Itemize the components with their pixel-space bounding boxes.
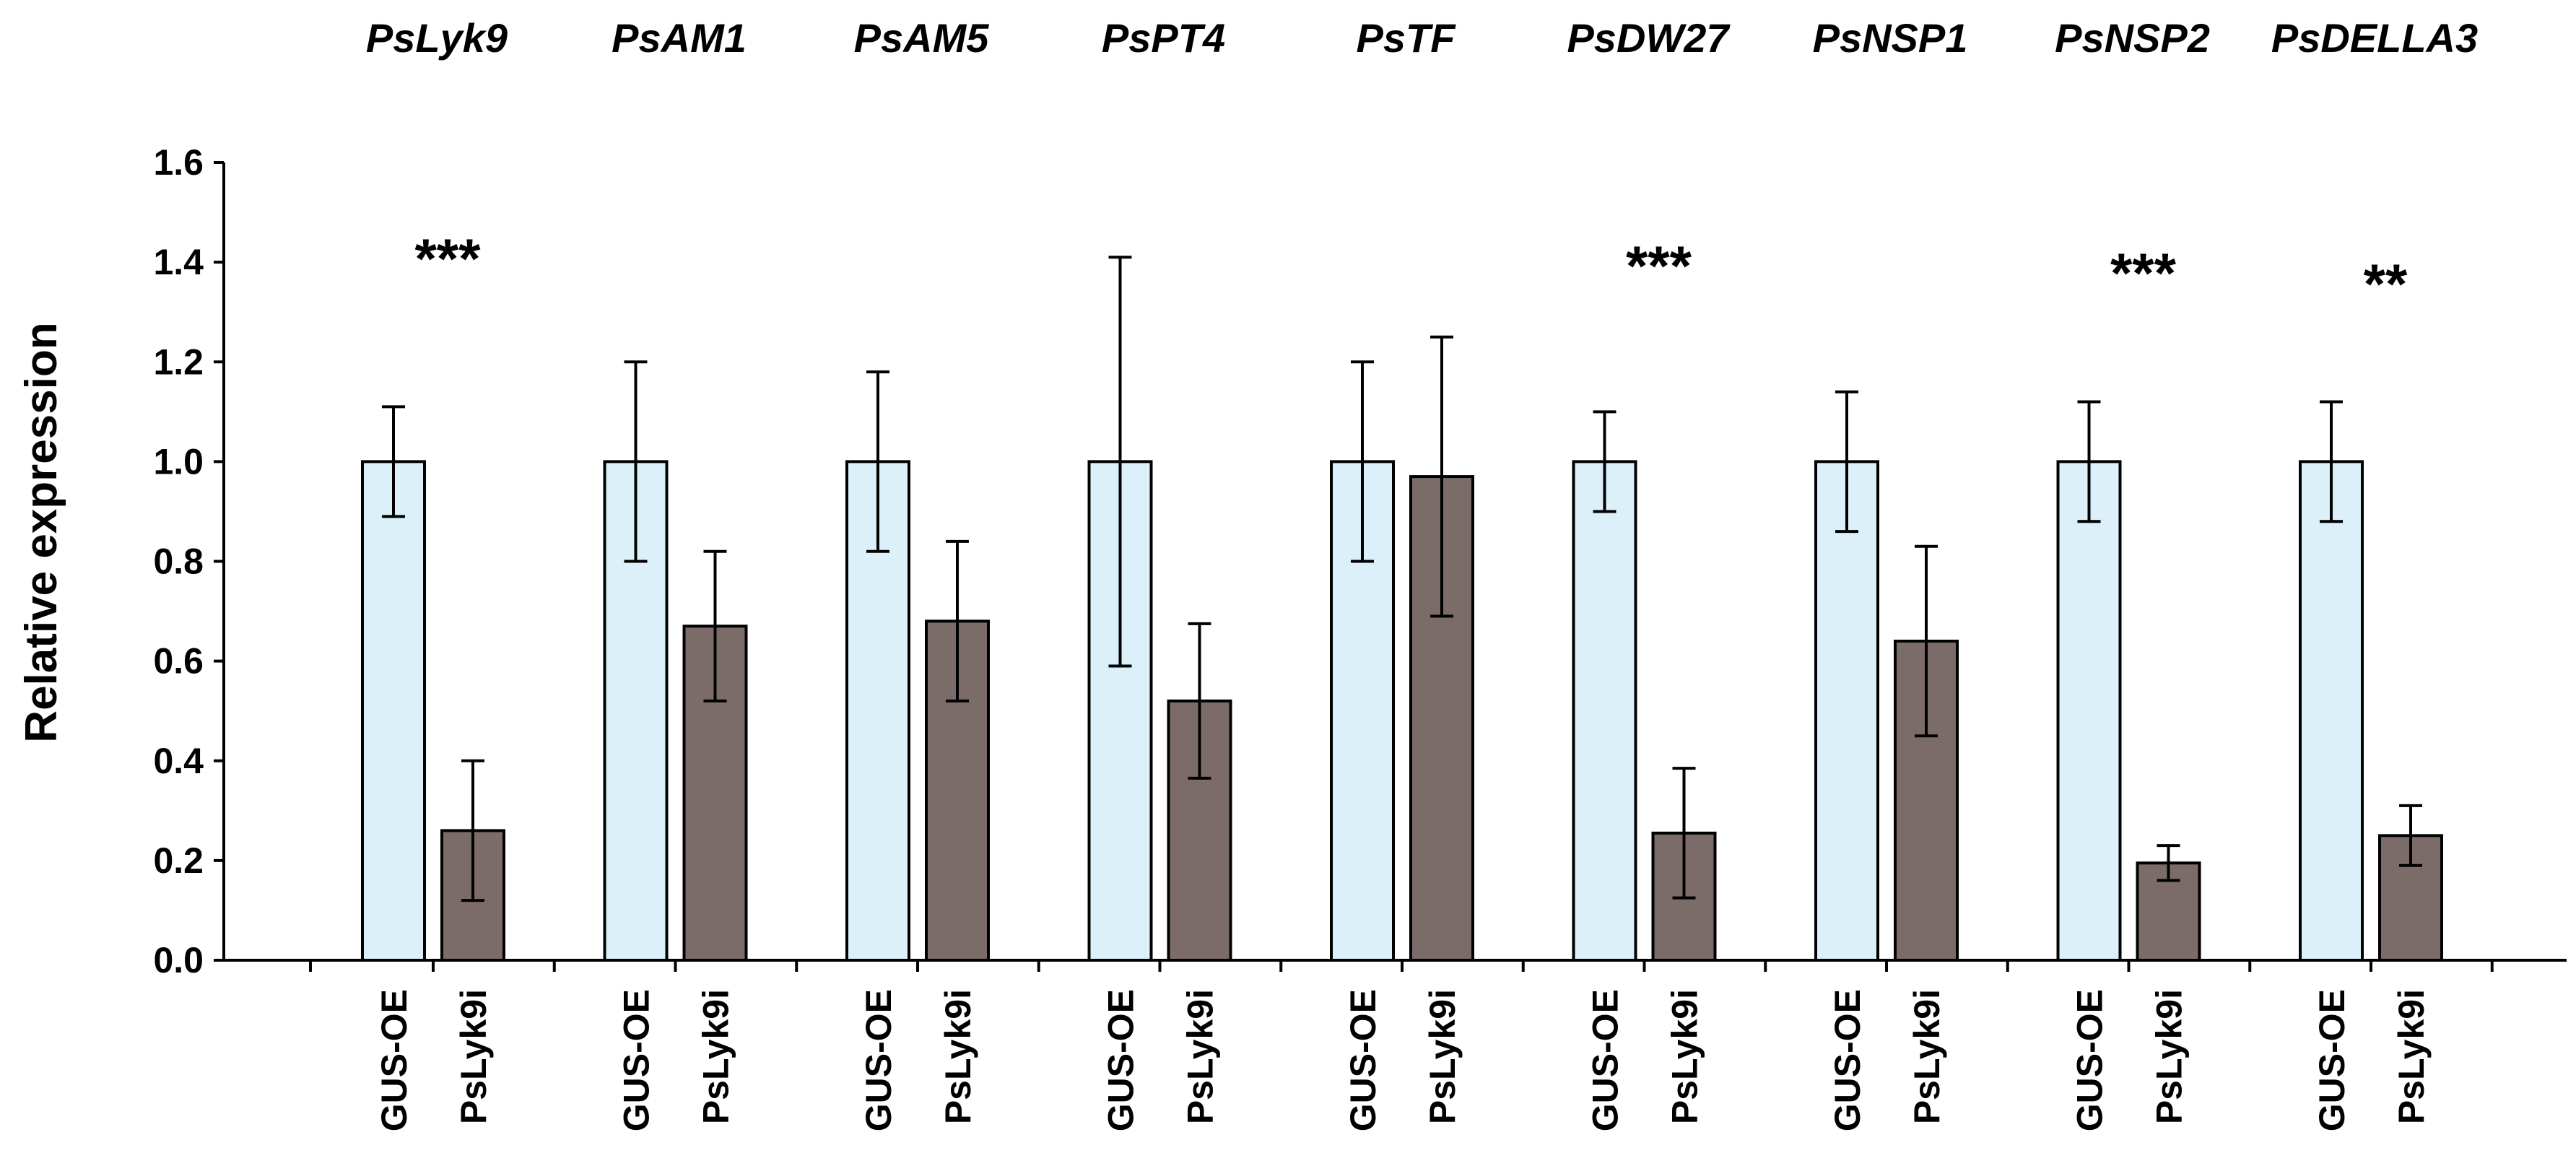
x-label-pslyk9i: PsLyk9i <box>938 989 978 1124</box>
y-axis-title: Relative expression <box>17 322 66 742</box>
y-tick-label: 0.4 <box>153 741 204 781</box>
significance-marker: ** <box>2364 252 2408 316</box>
gene-label: PsTF <box>1357 15 1457 61</box>
x-label-pslyk9i: PsLyk9i <box>453 989 494 1124</box>
bar-gus-oe <box>2299 460 2364 962</box>
significance-marker: *** <box>414 227 481 290</box>
y-tick-label: 0.6 <box>153 641 204 682</box>
bar-gus-oe <box>1330 460 1395 962</box>
gene-label: PsDELLA3 <box>2271 15 2478 61</box>
x-label-pslyk9i: PsLyk9i <box>1907 989 1947 1124</box>
bar-gus-oe <box>2056 460 2122 962</box>
x-label-gus-oe: GUS-OE <box>1585 989 1626 1131</box>
significance-marker: *** <box>2110 241 2177 305</box>
x-label-pslyk9i: PsLyk9i <box>2391 989 2432 1124</box>
x-label-pslyk9i: PsLyk9i <box>2149 989 2190 1124</box>
x-label-gus-oe: GUS-OE <box>1343 989 1383 1131</box>
y-tick-label: 0.0 <box>153 940 204 980</box>
x-label-gus-oe: GUS-OE <box>374 989 414 1131</box>
y-tick-label: 1.2 <box>153 341 204 382</box>
x-label-gus-oe: GUS-OE <box>1827 989 1868 1131</box>
x-label-gus-oe: GUS-OE <box>617 989 657 1131</box>
x-label-pslyk9i: PsLyk9i <box>1665 989 1705 1124</box>
y-tick-label: 1.6 <box>153 142 204 183</box>
x-label-gus-oe: GUS-OE <box>2312 989 2352 1131</box>
gene-label: PsAM5 <box>854 15 990 61</box>
y-tick-label: 1.0 <box>153 441 204 482</box>
gene-label: PsNSP1 <box>1813 15 1968 61</box>
gene-label: PsNSP2 <box>2055 15 2210 61</box>
bar-gus-oe <box>361 460 426 962</box>
gene-label: PsPT4 <box>1102 15 1225 61</box>
x-label-pslyk9i: PsLyk9i <box>1180 989 1221 1124</box>
x-label-pslyk9i: PsLyk9i <box>1422 989 1463 1124</box>
y-tick-label: 0.8 <box>153 541 204 582</box>
gene-label: PsAM1 <box>612 15 747 61</box>
y-tick-label: 0.2 <box>153 840 204 881</box>
gene-label: PsDW27 <box>1567 15 1731 61</box>
x-label-gus-oe: GUS-OE <box>858 989 899 1131</box>
significance-marker: *** <box>1626 234 1692 297</box>
bar-gus-oe <box>603 460 669 962</box>
y-tick-label: 1.4 <box>153 242 204 282</box>
x-label-pslyk9i: PsLyk9i <box>696 989 736 1124</box>
bar-gus-oe <box>1572 460 1637 962</box>
gene-label: PsLyk9 <box>366 15 508 61</box>
x-label-gus-oe: GUS-OE <box>2070 989 2110 1131</box>
x-label-gus-oe: GUS-OE <box>1101 989 1141 1131</box>
bar-gus-oe <box>1814 460 1879 962</box>
